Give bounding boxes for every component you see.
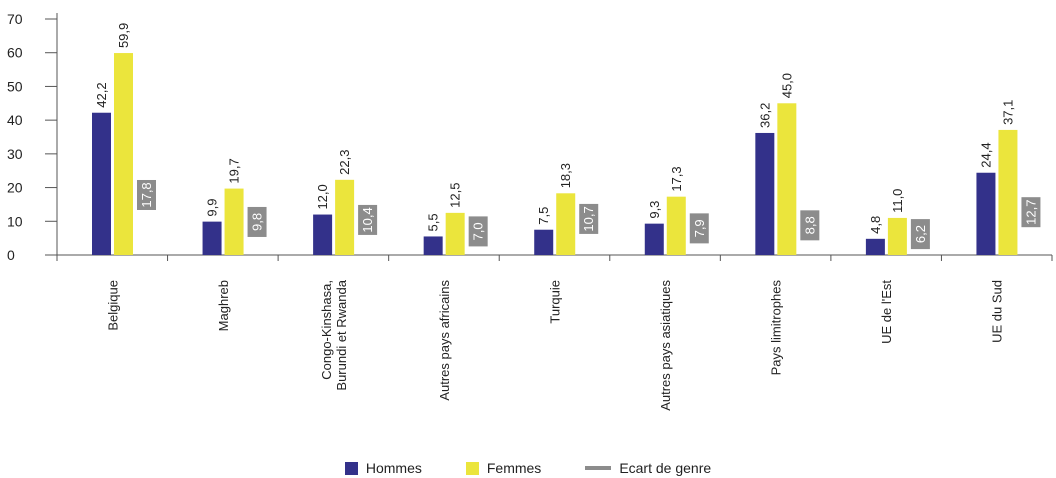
gap-marker xyxy=(468,216,488,247)
data-label-ecart: 7,0 xyxy=(471,222,486,240)
data-label-hommes: 9,9 xyxy=(205,199,220,217)
legend-swatch-femmes xyxy=(465,461,479,475)
bar-hommes xyxy=(423,236,443,255)
y-tick-label: 20 xyxy=(7,180,23,196)
data-label-ecart: 9,8 xyxy=(250,213,265,231)
data-label-ecart: 8,8 xyxy=(802,216,817,234)
gap-marker xyxy=(689,213,709,244)
bar-femmes xyxy=(114,53,133,256)
bar-femmes xyxy=(335,179,355,255)
x-category-label: UE de l'Est xyxy=(879,280,894,344)
bar-femmes xyxy=(887,217,907,255)
x-category-label: Maghreb xyxy=(216,280,231,331)
x-category-label-line: UE de l'Est xyxy=(879,280,894,344)
x-category-label-line: Congo-Kinshasa, xyxy=(319,280,334,380)
data-label-ecart: 12,7 xyxy=(1023,200,1038,225)
data-label-femmes: 17,3 xyxy=(669,166,684,191)
gap-marker xyxy=(1021,197,1041,228)
legend: Hommes Femmes Ecart de genre xyxy=(0,458,1056,478)
x-category-label-line: Turquie xyxy=(548,280,563,324)
gap-marker xyxy=(800,210,820,241)
legend-item-ecart: Ecart de genre xyxy=(585,460,711,476)
data-label-femmes: 18,3 xyxy=(558,163,573,188)
data-label-hommes: 12,0 xyxy=(315,184,330,209)
bar-hommes xyxy=(976,172,996,255)
x-category-label-line: Autres pays asiatiques xyxy=(658,280,673,411)
bar-hommes xyxy=(313,214,333,255)
x-category-label-line: UE du Sud xyxy=(990,280,1005,343)
x-category-label: Turquie xyxy=(548,280,563,324)
legend-label-ecart: Ecart de genre xyxy=(619,460,712,476)
gap-marker xyxy=(247,206,267,237)
category-labels: Belgique Maghreb Congo-Kinshasa,Burundi et… xyxy=(105,279,1004,411)
x-category-label-line: Pays limitrophes xyxy=(769,280,784,376)
data-label-hommes: 7,5 xyxy=(536,207,551,225)
bar-hommes xyxy=(865,238,885,255)
data-label-hommes: 36,2 xyxy=(757,103,772,128)
data-label-hommes: 24,4 xyxy=(978,142,993,167)
data-label-ecart: 17,8 xyxy=(139,182,154,207)
gap-marker xyxy=(910,219,930,250)
data-label-femmes: 45,0 xyxy=(779,73,794,98)
x-category-label: Autres pays asiatiques xyxy=(658,280,673,411)
data-labels: 42,2 59,9 17,8 9,9 19,7 9,8 12,0 22,3 10,4 5,5 12,… xyxy=(94,23,1038,243)
data-label-femmes: 12,5 xyxy=(448,183,463,208)
bars xyxy=(92,53,1041,256)
x-category-label-line: Burundi et Rwanda xyxy=(334,279,349,390)
data-label-hommes: 9,3 xyxy=(647,201,662,219)
data-label-ecart: 10,4 xyxy=(360,207,375,232)
y-tick-label: 70 xyxy=(7,11,23,27)
x-category-label: Congo-Kinshasa,Burundi et Rwanda xyxy=(319,279,349,390)
data-label-hommes: 4,8 xyxy=(868,216,883,234)
legend-swatch-hommes xyxy=(344,461,358,475)
data-label-hommes: 5,5 xyxy=(426,213,441,231)
bar-femmes xyxy=(556,193,576,255)
x-category-label-line: Belgique xyxy=(105,280,120,331)
data-label-ecart: 10,7 xyxy=(581,206,596,231)
x-category-label: Autres pays africains xyxy=(437,280,452,401)
data-label-hommes: 42,2 xyxy=(94,82,109,107)
data-label-femmes: 19,7 xyxy=(227,158,242,183)
bar-hommes xyxy=(644,223,664,255)
y-tick-label: 10 xyxy=(7,213,23,229)
y-tick-label: 0 xyxy=(7,247,15,263)
y-tick-label: 40 xyxy=(7,112,23,128)
data-label-ecart: 6,2 xyxy=(913,225,928,243)
bar-hommes xyxy=(534,229,554,255)
x-category-label: Belgique xyxy=(105,280,120,331)
bar-femmes xyxy=(998,129,1018,255)
legend-item-femmes: Femmes xyxy=(465,460,542,476)
bar-femmes xyxy=(445,212,465,255)
legend-item-hommes: Hommes xyxy=(344,460,422,476)
legend-line-ecart xyxy=(585,466,612,470)
data-label-femmes: 22,3 xyxy=(337,150,352,175)
data-label-femmes: 11,0 xyxy=(890,189,905,213)
x-category-label-line: Maghreb xyxy=(216,280,231,331)
y-tick-label: 30 xyxy=(7,146,23,162)
y-tick-label: 50 xyxy=(7,78,23,94)
gap-marker xyxy=(137,179,156,210)
legend-label-femmes: Femmes xyxy=(486,460,542,476)
data-label-ecart: 7,9 xyxy=(692,219,707,237)
data-label-femmes: 37,1 xyxy=(1000,100,1015,125)
bar-femmes xyxy=(666,196,686,255)
y-tick-label: 60 xyxy=(7,45,23,61)
data-label-femmes: 59,9 xyxy=(116,23,131,48)
bar-femmes xyxy=(777,103,797,256)
gap-marker xyxy=(358,204,378,235)
bar-chart: 0 10 20 30 40 50 60 70 42,2 59,9 17,8 9,9 19,7 9,8 12… xyxy=(7,11,1053,411)
x-category-label: Pays limitrophes xyxy=(769,280,784,376)
x-category-label-line: Autres pays africains xyxy=(437,280,452,401)
legend-label-hommes: Hommes xyxy=(365,460,422,476)
bar-hommes xyxy=(202,221,222,255)
bar-hommes xyxy=(755,132,775,255)
gap-marker xyxy=(579,203,599,234)
bar-hommes xyxy=(92,112,111,256)
bar-femmes xyxy=(224,188,244,255)
x-category-label: UE du Sud xyxy=(990,280,1005,343)
